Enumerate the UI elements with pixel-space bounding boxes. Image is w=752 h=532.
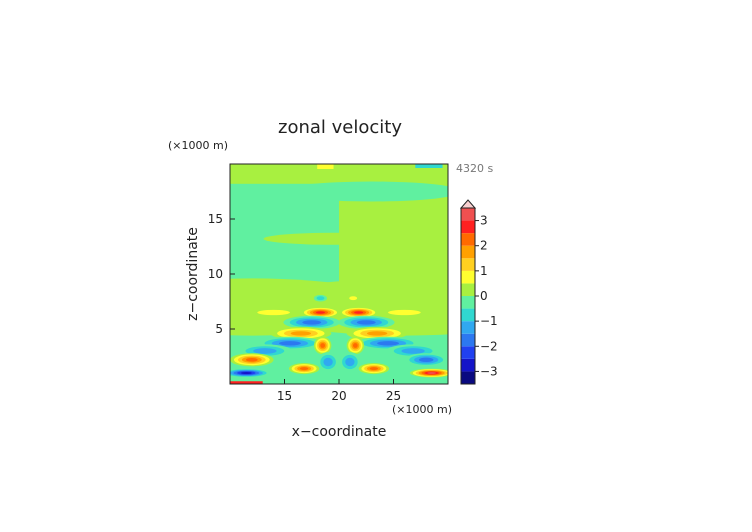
contour-blob-13 <box>401 348 425 354</box>
y-unit-label: (×1000 m) <box>168 139 228 152</box>
contour-blob-15 <box>418 357 434 362</box>
contour-blob-12 <box>253 348 277 354</box>
contour-blob-10 <box>320 343 326 348</box>
contour-blob-7 <box>366 331 388 336</box>
contour-field <box>230 164 448 384</box>
contour-blob-21 <box>345 357 355 367</box>
contour-blob-16 <box>299 367 309 371</box>
contour-blob-3 <box>354 311 364 314</box>
y-tick-label-2: 15 <box>208 212 223 226</box>
contour-blob-22 <box>257 309 290 316</box>
contour-blob-5 <box>356 320 376 325</box>
colorbar-swatch-10 <box>461 245 475 259</box>
colorbar-swatch-13 <box>461 208 475 221</box>
x-tick-label-0: 15 <box>277 389 292 403</box>
chart-title: zonal velocity <box>278 117 402 138</box>
contour-blob-23 <box>388 309 421 316</box>
contour-blob-8 <box>279 341 301 346</box>
x-tick-label-1: 20 <box>331 389 346 403</box>
top-cyan <box>415 164 443 168</box>
colorbar-swatch-2 <box>461 346 475 359</box>
colorbar-label-4: −1 <box>480 314 498 328</box>
colorbar: 3 2 1 0 −1 −2 −3 <box>459 199 498 385</box>
ground-strip <box>230 381 263 384</box>
top-orange-1 <box>317 164 334 169</box>
colorbar-swatch-8 <box>461 270 475 284</box>
colorbar-extend-arrow <box>459 199 477 209</box>
contour-blob-6 <box>290 331 312 336</box>
contour-blob-11 <box>352 343 358 348</box>
contour-blob-19 <box>427 372 437 374</box>
contour-blob-2 <box>315 311 325 314</box>
contour-blob-20 <box>323 357 333 367</box>
colorbar-swatch-0 <box>461 371 475 384</box>
colorbar-swatch-6 <box>461 296 475 309</box>
x-axis-title: x−coordinate <box>292 424 387 440</box>
x-unit-label: (×1000 m) <box>392 403 452 416</box>
y-axis: 5 10 15 <box>208 212 235 336</box>
contour-blob-17 <box>369 367 379 371</box>
x-axis: 15 20 25 <box>277 379 401 403</box>
contour-blob-25 <box>349 296 358 301</box>
colorbar-swatch-4 <box>461 321 475 334</box>
colorbar-swatch-7 <box>461 283 475 296</box>
upper-lobe <box>281 181 448 202</box>
colorbar-swatch-12 <box>461 220 475 234</box>
y-tick-label-1: 10 <box>208 267 223 281</box>
colorbar-swatch-3 <box>461 333 475 347</box>
colorbar-swatch-11 <box>461 233 475 246</box>
plot-frame <box>229 163 449 385</box>
contour-blob-9 <box>377 341 399 346</box>
colorbar-label-1: 2 <box>480 239 488 253</box>
contour-blob-4 <box>302 320 322 325</box>
colorbar-swatch-5 <box>461 308 475 322</box>
x-tick-label-2: 25 <box>386 389 401 403</box>
colorbar-swatch-1 <box>461 358 475 372</box>
colorbar-label-0: 3 <box>480 214 488 228</box>
mid-lobe <box>263 232 404 245</box>
colorbar-label-2: 1 <box>480 264 488 278</box>
contour-blob-14 <box>245 358 258 362</box>
top-band <box>230 164 448 184</box>
time-label: 4320 s <box>456 162 493 175</box>
colorbar-label-6: −3 <box>480 364 498 378</box>
colorbar-label-5: −2 <box>480 339 498 353</box>
y-tick-label-0: 5 <box>215 322 223 336</box>
contour-blob-18 <box>240 371 252 375</box>
y-axis-title: z−coordinate <box>185 227 201 321</box>
colorbar-label-3: 0 <box>480 289 488 303</box>
contour-blob-24 <box>316 296 325 301</box>
colorbar-swatch-9 <box>461 258 475 271</box>
